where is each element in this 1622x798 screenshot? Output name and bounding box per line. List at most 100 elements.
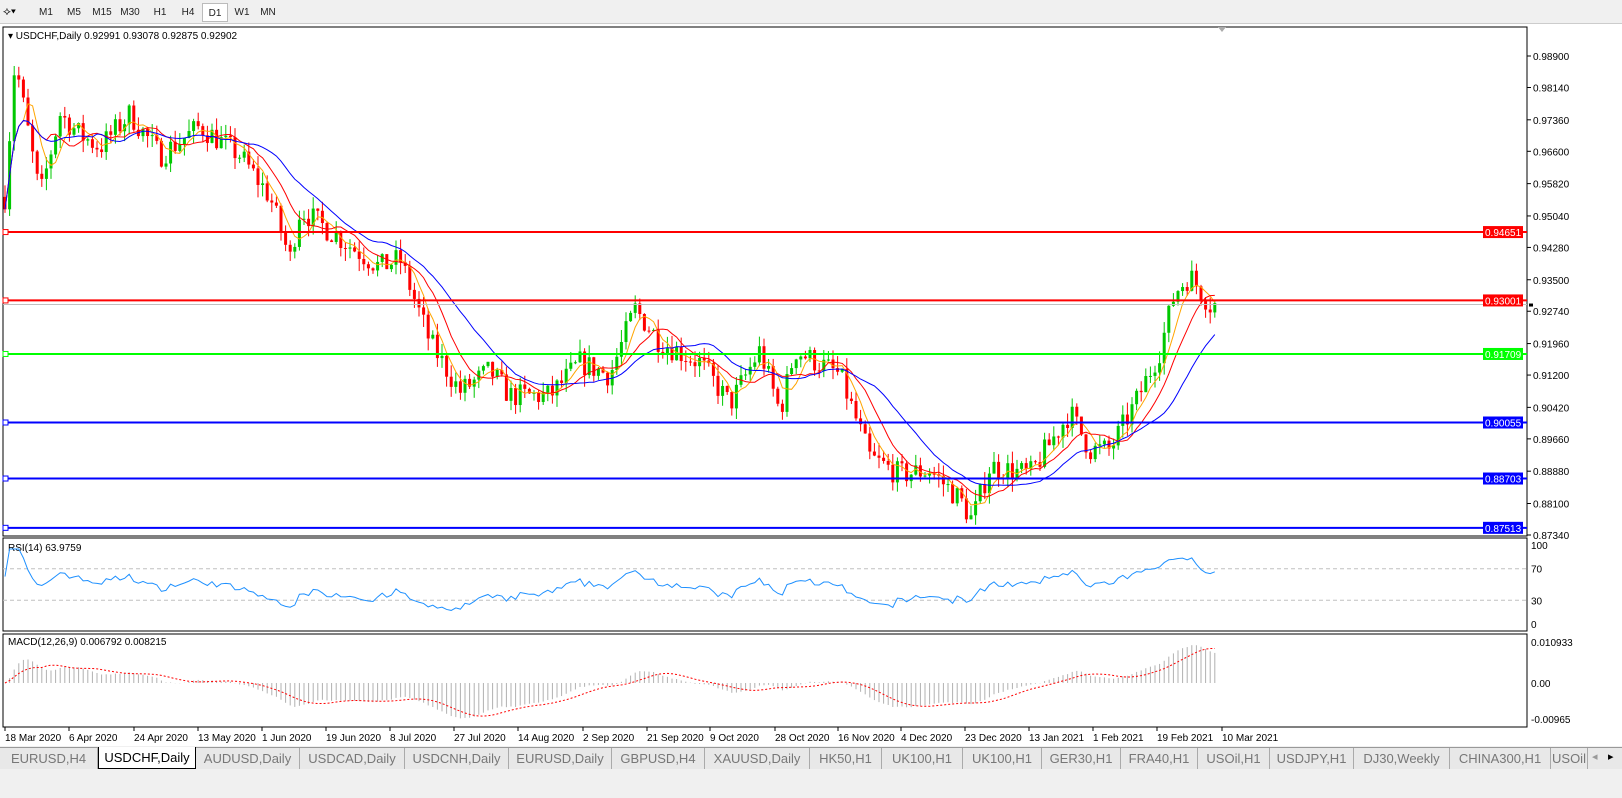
- chart-tab[interactable]: USDCNH,Daily: [405, 748, 509, 769]
- price-tick-label: 0.90420: [1533, 403, 1570, 414]
- candle-body: [343, 248, 347, 250]
- current-price-tag: [1529, 303, 1533, 307]
- chart-tab[interactable]: USOil: [1551, 748, 1588, 769]
- level-price-tag: [1483, 472, 1523, 485]
- candle-body: [334, 232, 338, 242]
- level-price-label: 0.93001: [1485, 296, 1522, 307]
- chart-tab[interactable]: UK100,H1: [963, 748, 1042, 769]
- date-tick-label: 2 Sep 2020: [583, 733, 635, 744]
- chart-tab[interactable]: UK100,H1: [882, 748, 963, 769]
- date-tick-label: 9 Oct 2020: [710, 733, 759, 744]
- level-price-tag: [1483, 416, 1523, 429]
- macd-signal-line: [4, 647, 1215, 717]
- drawing-tools-icon[interactable]: ⟡▾: [3, 4, 16, 18]
- candle-body: [58, 115, 62, 137]
- candle-body: [983, 484, 987, 494]
- candle-body: [274, 202, 278, 206]
- candle-body: [339, 232, 343, 249]
- tabs-scroll-right-icon[interactable]: ▸: [1608, 751, 1614, 763]
- chart-window[interactable]: ▾ USDCHF,Daily 0.92991 0.93078 0.92875 0…: [0, 24, 1622, 746]
- timeframe-m30[interactable]: M30: [120, 7, 140, 18]
- candle-body: [431, 334, 435, 339]
- candle-body: [1162, 332, 1166, 364]
- chart-tab[interactable]: EURUSD,Daily: [509, 748, 612, 769]
- timeframe-h1[interactable]: H1: [153, 7, 167, 18]
- candle-body: [380, 254, 384, 262]
- candle-body: [72, 128, 76, 135]
- candle-body: [891, 464, 895, 483]
- chart-tab[interactable]: EURUSD,H4: [0, 748, 98, 769]
- candle-body: [1020, 463, 1024, 469]
- candle-body: [711, 363, 715, 376]
- candle-body: [633, 303, 637, 313]
- candle-body: [435, 334, 439, 359]
- candle-body: [320, 210, 324, 224]
- candle-body: [261, 183, 265, 185]
- price-tick-label: 0.95820: [1533, 180, 1570, 191]
- candle-body: [279, 205, 283, 233]
- candle-body: [886, 460, 890, 465]
- candle-body: [146, 128, 150, 137]
- date-tick-label: 21 Sep 2020: [647, 733, 704, 744]
- chart-tabs: EURUSD,H4 USDCHF,Daily AUDUSD,Daily USDCAD,…: [0, 747, 1622, 769]
- candle-body: [872, 451, 876, 456]
- timeframe-h4[interactable]: H4: [181, 7, 195, 18]
- timeframe-m1[interactable]: M1: [39, 7, 53, 18]
- date-tick-label: 28 Oct 2020: [775, 733, 830, 744]
- candle-body: [1070, 406, 1074, 428]
- date-tick-label: 19 Feb 2021: [1157, 733, 1214, 744]
- candle-body: [150, 135, 154, 137]
- candle-body: [3, 196, 7, 210]
- candle-body: [366, 264, 370, 269]
- chart-tab[interactable]: USDCAD,Daily: [300, 748, 405, 769]
- timeframe-d1[interactable]: D1: [202, 3, 228, 22]
- chart-tab[interactable]: USDCHF,Daily: [98, 747, 196, 769]
- candle-body: [477, 370, 481, 380]
- timeframe-toolbar: ⟡▾ M1 M5 M15 M30 H1 H4 D1 W1 MN: [0, 0, 1622, 24]
- chart-tab[interactable]: GER30,H1: [1042, 748, 1121, 769]
- candle-body: [1125, 414, 1129, 425]
- macd-label: MACD(12,26,9) 0.006792 0.008215: [8, 637, 167, 648]
- chart-tab[interactable]: HK50,H1: [810, 748, 882, 769]
- macd-tick-label: -0.00965: [1531, 715, 1571, 726]
- candle-body: [877, 455, 881, 458]
- chart-tab[interactable]: AUDUSD,Daily: [196, 748, 300, 769]
- tabs-scroll-left-icon[interactable]: ◂: [1592, 751, 1598, 763]
- chart-canvas[interactable]: ▾ USDCHF,Daily 0.92991 0.93078 0.92875 0…: [0, 24, 1622, 746]
- candle-body: [794, 359, 798, 369]
- timeframe-m5[interactable]: M5: [67, 7, 81, 18]
- date-tick-label: 13 Jan 2021: [1029, 733, 1084, 744]
- candle-body: [647, 330, 651, 332]
- timeframe-mn[interactable]: MN: [260, 7, 276, 18]
- candle-body: [1171, 301, 1175, 306]
- candle-body: [721, 385, 725, 396]
- candle-body: [491, 361, 495, 377]
- chart-tab[interactable]: USDJPY,H1: [1270, 748, 1354, 769]
- candle-body: [518, 384, 522, 406]
- chart-tab[interactable]: FRA40,H1: [1121, 748, 1198, 769]
- candle-body: [256, 168, 260, 185]
- candle-body: [615, 356, 619, 371]
- candle-body: [859, 418, 863, 425]
- chart-tab[interactable]: DJ30,Weekly: [1354, 748, 1450, 769]
- chart-tab[interactable]: GBPUSD,H4: [612, 748, 705, 769]
- level-handle: [2, 350, 9, 357]
- candle-body: [1043, 439, 1047, 467]
- candle-body: [132, 105, 136, 130]
- candle-body: [458, 381, 462, 393]
- price-tick-label: 0.88880: [1533, 467, 1570, 478]
- timeframe-w1[interactable]: W1: [234, 7, 250, 18]
- timeframe-m15[interactable]: M15: [92, 7, 112, 18]
- rsi-tick-label: 30: [1531, 596, 1543, 607]
- date-tick-label: 6 Apr 2020: [69, 733, 118, 744]
- candle-body: [500, 369, 504, 375]
- chart-tab[interactable]: CHINA300,H1: [1450, 748, 1551, 769]
- chart-tab[interactable]: USOil,H1: [1198, 748, 1270, 769]
- candle-body: [546, 385, 550, 393]
- price-tick-label: 0.87340: [1533, 531, 1570, 542]
- candle-body: [1010, 463, 1014, 480]
- candle-body: [1130, 404, 1134, 425]
- candle-body: [578, 351, 582, 363]
- candle-body: [817, 370, 821, 372]
- chart-tab[interactable]: XAUUSD,Daily: [705, 748, 810, 769]
